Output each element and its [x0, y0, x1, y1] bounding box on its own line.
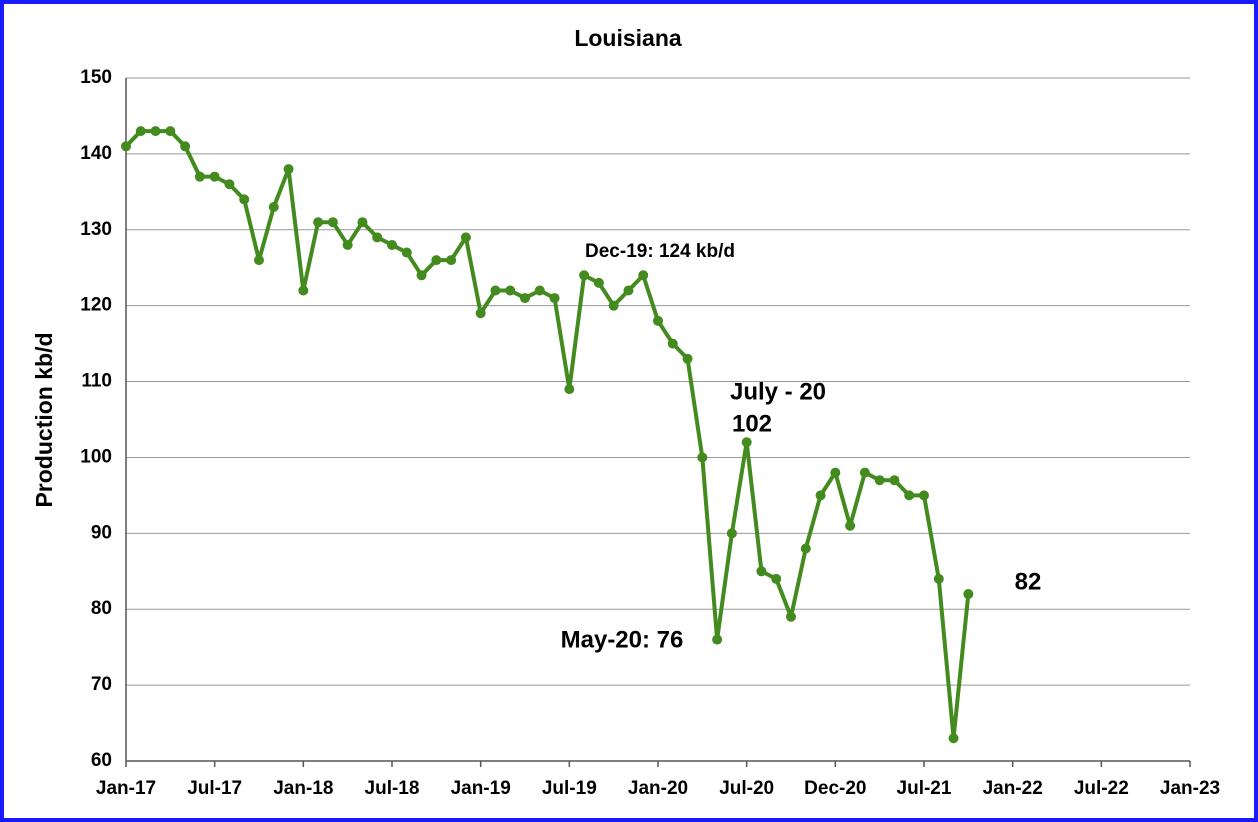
x-tick-label: Jan-22: [983, 778, 1043, 799]
data-point: [830, 467, 841, 478]
data-point: [254, 255, 264, 266]
data-point: [593, 277, 604, 288]
data-point: [431, 255, 442, 266]
annotation: July - 20: [730, 378, 826, 405]
data-point: [520, 293, 530, 304]
data-point: [416, 270, 427, 281]
x-tick-label: Jul-20: [719, 778, 774, 799]
y-tick-label: 140: [80, 143, 112, 164]
data-point: [697, 452, 708, 463]
x-tick-label: Jan-23: [1160, 778, 1220, 799]
data-point: [387, 239, 397, 250]
annotation: 82: [1015, 568, 1042, 595]
data-point: [726, 528, 737, 539]
y-tick-label: 100: [80, 446, 112, 467]
data-point: [948, 733, 959, 744]
data-point: [682, 353, 693, 364]
data-point: [239, 194, 250, 205]
y-tick-label: 110: [81, 371, 112, 392]
data-point: [121, 141, 131, 152]
y-tick-label: 90: [91, 522, 112, 543]
y-tick-label: 130: [80, 219, 112, 240]
data-point: [342, 239, 353, 250]
data-point: [919, 490, 929, 501]
data-point: [786, 611, 796, 622]
data-point: [446, 255, 457, 266]
annotation: Dec-19: 124 kb/d: [585, 241, 735, 262]
data-point: [771, 573, 782, 584]
x-tick-label: Dec-20: [804, 778, 866, 799]
data-point: [401, 247, 412, 258]
data-point: [313, 217, 324, 228]
annotation: May-20: 76: [561, 626, 684, 653]
data-point: [889, 475, 900, 486]
data-point: [800, 543, 811, 554]
x-tick-label: Jul-17: [187, 778, 242, 799]
y-tick-label: 70: [91, 674, 112, 695]
chart-title: Louisiana: [574, 25, 682, 51]
data-point: [165, 126, 176, 137]
data-point: [712, 634, 723, 645]
data-point: [653, 315, 663, 326]
data-point: [874, 475, 885, 486]
x-tick-label: Jan-19: [451, 778, 511, 799]
data-point: [963, 589, 974, 600]
data-point: [490, 285, 501, 296]
data-point: [933, 573, 944, 584]
data-point: [357, 217, 368, 228]
data-point: [460, 232, 471, 243]
data-point: [741, 437, 752, 448]
data-point: [298, 285, 309, 296]
data-point: [135, 126, 146, 137]
data-point: [756, 566, 767, 577]
data-point: [904, 490, 915, 501]
data-point: [209, 171, 220, 182]
y-tick-label: 60: [91, 750, 112, 771]
data-line: [124, 129, 971, 741]
data-point: [505, 285, 516, 296]
x-tick-label: Jul-22: [1074, 778, 1129, 799]
data-point: [859, 467, 870, 478]
data-point: [579, 270, 590, 281]
data-point: [283, 164, 294, 175]
data-point: [224, 179, 235, 190]
data-point: [268, 202, 279, 213]
data-point: [150, 126, 161, 137]
x-tick-label: Jan-18: [273, 778, 333, 799]
data-point: [667, 338, 678, 349]
data-point: [194, 171, 205, 182]
data-point: [549, 293, 560, 304]
data-point: [180, 141, 191, 152]
data-point: [372, 232, 383, 243]
data-point: [564, 384, 575, 395]
data-point: [608, 300, 619, 311]
data-point: [475, 308, 486, 319]
data-point: [815, 490, 826, 501]
data-point: [327, 217, 338, 228]
y-axis-label: Production kb/d: [31, 332, 57, 507]
x-tick-label: Jul-19: [542, 778, 597, 799]
y-tick-label: 120: [80, 295, 112, 316]
y-tick-label: 80: [91, 598, 112, 619]
x-tick-label: Jul-18: [365, 778, 420, 799]
y-tick-label: 150: [80, 67, 112, 88]
data-point: [534, 285, 545, 296]
data-point: [638, 270, 649, 281]
x-tick-label: Jul-21: [897, 778, 952, 799]
data-point: [623, 285, 634, 296]
x-tick-label: Jan-20: [628, 778, 688, 799]
annotation: 102: [732, 410, 772, 437]
x-tick-label: Jan-17: [96, 778, 156, 799]
data-point: [845, 520, 856, 531]
